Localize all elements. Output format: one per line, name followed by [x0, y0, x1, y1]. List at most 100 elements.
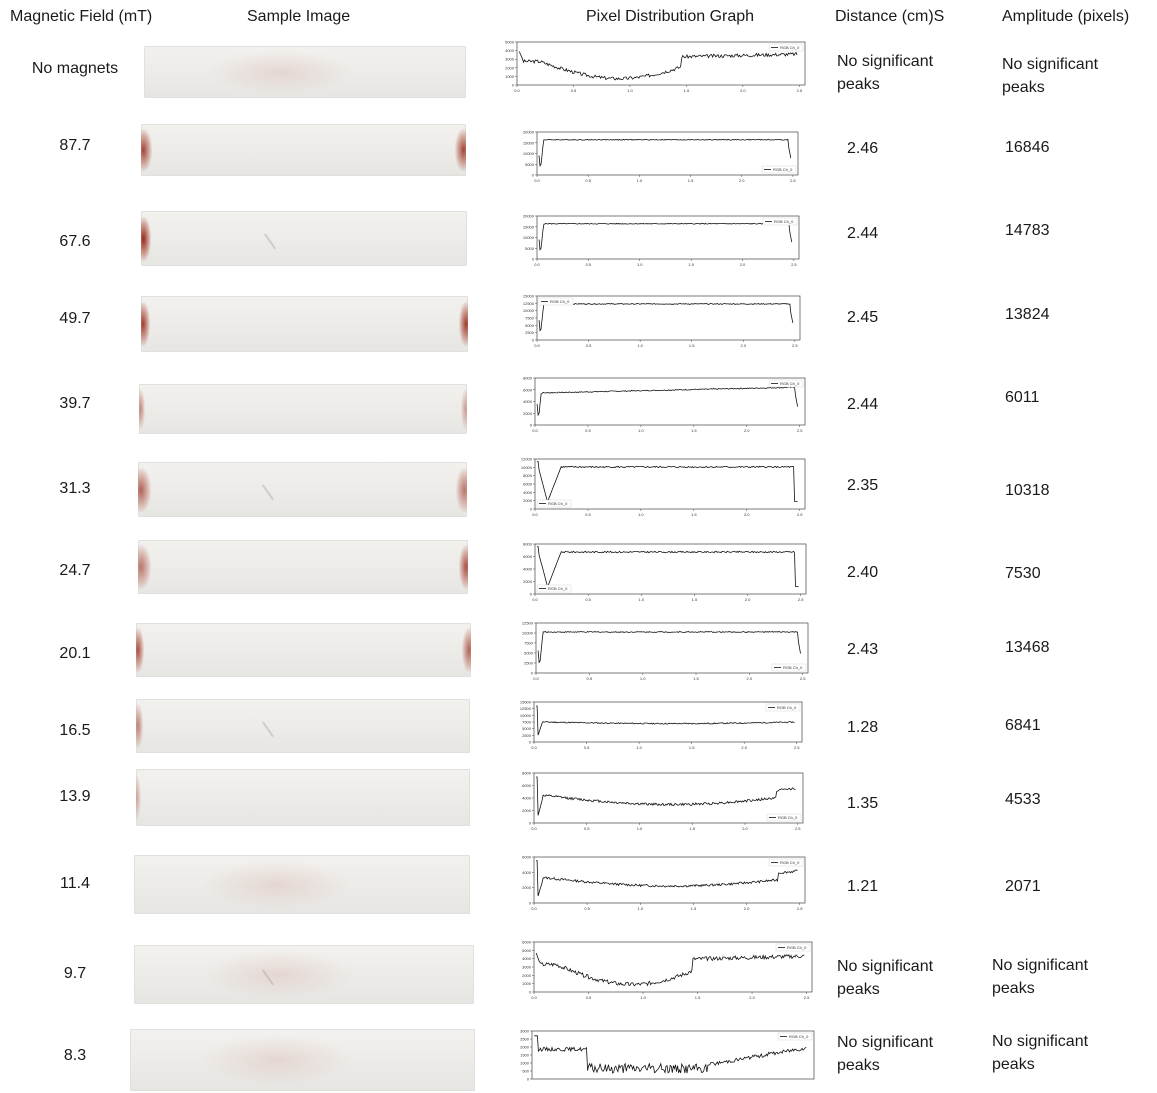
legend-box: [768, 379, 804, 388]
sample-strip-image: [136, 769, 470, 826]
legend-label: RGB Ch_0: [780, 860, 800, 865]
series-line-rgb-ch0: [536, 386, 798, 417]
plot-frame: [531, 1030, 815, 1080]
y-tick-label: 4000: [505, 48, 515, 53]
amplitude-value: 16846: [1005, 139, 1050, 156]
amplitude-value: 10318: [1005, 482, 1050, 499]
pixel-distribution-graph: 0 1000 2000 3000 4000 5000 6000 0.0 0.5 1.0 1.5 2.0…: [522, 940, 813, 1000]
x-tick-label: 1.0: [640, 676, 646, 681]
x-tick-label: 0.5: [585, 597, 591, 602]
amplitude-value: No significant peaks: [992, 1033, 1089, 1073]
legend-label: RGB Ch_0: [548, 501, 568, 506]
y-tick-label: 7500: [522, 720, 532, 725]
y-tick-label: 8000: [523, 473, 533, 478]
y-tick-label: 6000: [522, 940, 532, 945]
y-tick-label: 5000: [525, 162, 535, 167]
legend: RGB Ch_0: [775, 943, 811, 952]
x-tick-label: 1.5: [695, 995, 701, 1000]
y-tick-label: 0: [530, 507, 533, 512]
series-line-rgb-ch0: [537, 461, 798, 502]
x-tick-label: 0.0: [532, 428, 538, 433]
x-tick-label: 0.5: [586, 995, 592, 1000]
header-distance: Distance (cm)S: [835, 8, 945, 25]
y-tick-label: 2000: [522, 885, 532, 890]
legend-label: RGB Ch_0: [780, 381, 800, 386]
amplitude-value: No significant peaks: [1002, 56, 1099, 96]
particle-cluster: [141, 129, 152, 171]
y-tick-label: 4000: [522, 796, 532, 801]
x-tick-label: 2.5: [797, 906, 803, 911]
legend-label: RGB Ch_0: [783, 665, 803, 670]
x-tick-label: 2.0: [739, 178, 745, 183]
distance-value: 1.28: [847, 719, 879, 736]
y-tick-label: 0: [532, 257, 535, 262]
amplitude-value: 6841: [1005, 717, 1041, 734]
plot-frame: [516, 41, 806, 86]
series-line-rgb-ch0: [535, 952, 805, 987]
y-tick-label: 4000: [523, 399, 533, 404]
legend-label: RGB Ch_0: [778, 815, 798, 820]
y-tick-label: 20000: [523, 214, 535, 219]
legend-box: [765, 703, 801, 712]
x-tick-label: 0.0: [531, 995, 537, 1000]
x-tick-label: 2.0: [741, 745, 747, 750]
particle-cluster: [136, 628, 144, 672]
x-tick-label: 0.5: [585, 428, 591, 433]
x-tick-label: 1.0: [637, 178, 643, 183]
legend-box: [775, 943, 811, 952]
plot-frame: [533, 701, 803, 743]
pixel-distribution-graph: 0 1000 2000 3000 4000 5000 0.0 0.5 1.0 1.5 2.0 2.5 R…: [505, 40, 806, 93]
sample-strip-image: [134, 945, 474, 1004]
x-tick-label: 1.5: [693, 676, 699, 681]
y-tick-label: 2000: [523, 411, 533, 416]
x-tick-label: 0.5: [586, 343, 592, 348]
legend-label: RGB Ch_0: [548, 586, 568, 591]
particle-cluster: [141, 301, 150, 347]
sample-strip-image: [136, 699, 470, 753]
legend: RGB Ch_0: [762, 217, 798, 226]
y-tick-label: 4000: [522, 870, 532, 875]
x-tick-label: 2.0: [747, 676, 753, 681]
y-tick-label: 8000: [522, 771, 532, 776]
distance-value: No significant peaks: [837, 53, 934, 93]
x-tick-label: 1.0: [638, 512, 644, 517]
series-line-rgb-ch0: [536, 705, 795, 736]
legend-label: RGB Ch_0: [777, 705, 797, 710]
x-tick-label: 2.5: [791, 262, 797, 267]
y-tick-label: 6000: [523, 554, 533, 559]
y-tick-label: 2000: [520, 1045, 530, 1050]
pixel-distribution-graph: 0 2500 5000 7500 10000 12500 0.0 0.5 1.0 1.5 2.0 2.…: [522, 621, 809, 681]
header-pixel-distribution-graph: Pixel Distribution Graph: [586, 8, 755, 25]
particle-cluster: [459, 301, 468, 347]
header-amplitude: Amplitude (pixels): [1002, 8, 1130, 25]
x-tick-label: 1.0: [638, 597, 644, 602]
x-tick-label: 1.5: [689, 745, 695, 750]
y-tick-label: 3000: [520, 1029, 530, 1034]
magnetic-field-value: No magnets: [31, 60, 119, 77]
y-tick-label: 10000: [520, 713, 532, 718]
x-tick-label: 0.0: [534, 343, 540, 348]
x-tick-label: 0.0: [533, 676, 539, 681]
y-tick-label: 1000: [520, 1061, 530, 1066]
magnetic-field-value: 24.7: [59, 562, 91, 579]
sample-strip-image: [130, 1029, 475, 1091]
header-magnetic-field: Magnetic Field (mT): [10, 8, 153, 25]
y-tick-label: 2500: [524, 661, 534, 666]
series-line-rgb-ch0: [518, 51, 798, 81]
x-tick-label: 1.5: [692, 597, 698, 602]
x-tick-label: 0.0: [532, 597, 538, 602]
amplitude-value: 14783: [1005, 222, 1050, 239]
strip-crease: [262, 720, 274, 737]
magnetic-field-value: 9.7: [63, 965, 87, 982]
particle-cluster: [141, 216, 151, 261]
magnetic-field-value: 31.3: [59, 480, 91, 497]
magnetic-field-value: 39.7: [59, 395, 91, 412]
y-tick-label: 5000: [522, 726, 532, 731]
particle-cluster: [138, 467, 151, 512]
y-tick-label: 500: [522, 1069, 529, 1074]
x-tick-label: 2.5: [800, 676, 806, 681]
y-tick-label: 0: [529, 901, 532, 906]
legend-label: RGB Ch_0: [780, 45, 800, 50]
sample-strip-image: [144, 46, 466, 98]
plot-frame: [533, 941, 813, 993]
